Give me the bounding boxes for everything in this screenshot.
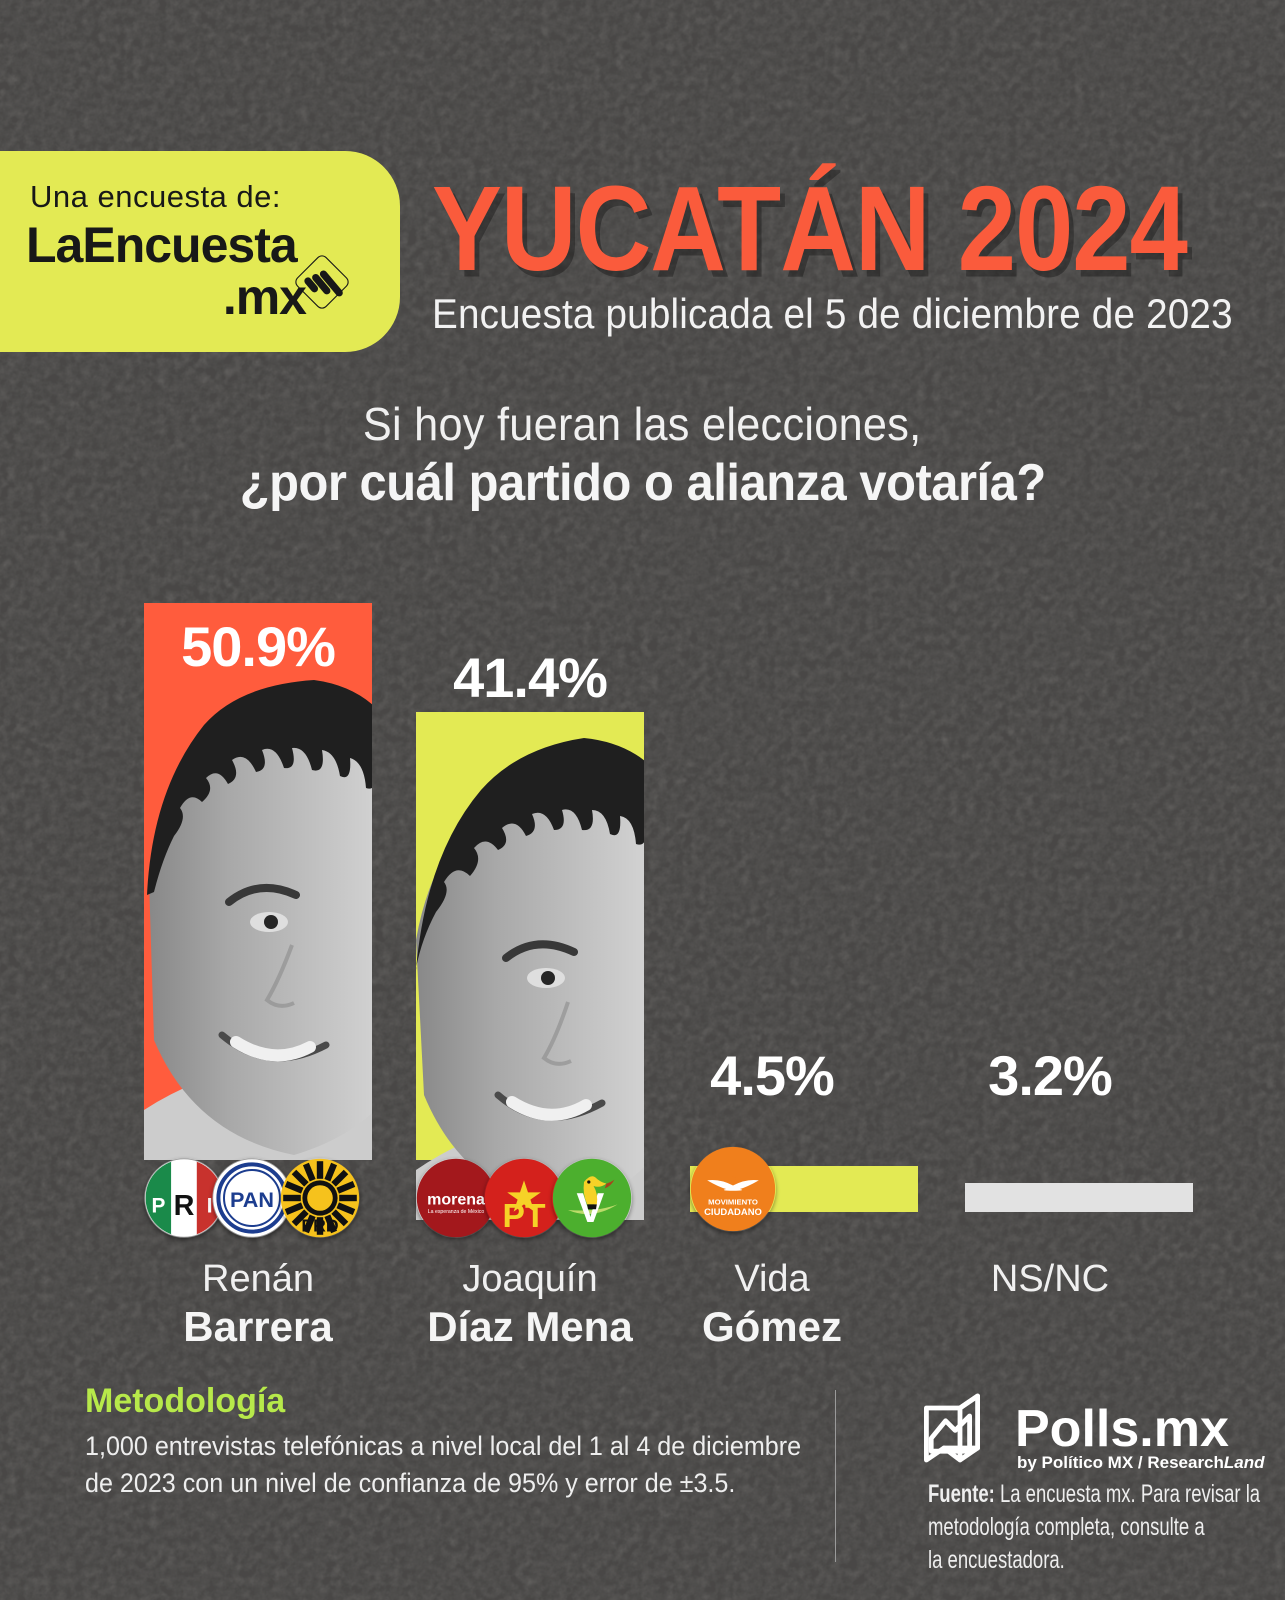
svg-text:PAN: PAN bbox=[230, 1187, 274, 1212]
svg-text:PRD: PRD bbox=[301, 1216, 338, 1236]
svg-text:MOVIMIENTO: MOVIMIENTO bbox=[708, 1197, 758, 1206]
svg-text:PT: PT bbox=[503, 1198, 546, 1235]
svg-text:La esperanza de México: La esperanza de México bbox=[428, 1209, 485, 1215]
svg-text:CIUDADANO: CIUDADANO bbox=[704, 1207, 762, 1218]
svg-text:Polls.mx: Polls.mx bbox=[1015, 1400, 1229, 1458]
svg-text:R: R bbox=[174, 1190, 195, 1222]
svg-text:P: P bbox=[151, 1194, 165, 1217]
svg-text:morena: morena bbox=[427, 1191, 485, 1208]
svg-text:by Político MX / ResearchLan: by Político MX / ResearchLand bbox=[1017, 1453, 1265, 1472]
